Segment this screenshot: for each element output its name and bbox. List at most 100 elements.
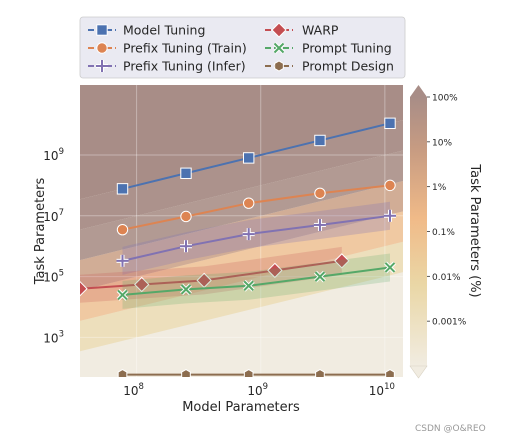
series-prompt-tuning <box>116 253 396 309</box>
hexagon-marker <box>117 369 128 377</box>
x-marker-stroke <box>384 262 396 273</box>
x-marker-stroke <box>314 271 326 282</box>
plus-marker <box>242 228 255 241</box>
plus-marker <box>383 209 396 222</box>
x-marker-stroke <box>273 42 285 54</box>
x-marker <box>273 42 285 54</box>
x-marker-stroke <box>243 280 254 291</box>
colorbar-tick-label: 0.01% <box>432 273 461 283</box>
legend-label: Prompt Design <box>302 59 394 74</box>
confidence-band <box>122 253 390 309</box>
percentage-band <box>80 241 403 352</box>
legend-item: Model Tuning <box>88 23 205 38</box>
legend-box <box>79 16 406 79</box>
colorbar: 100% 10% 1% 0.1% 0.01% 0.001% <box>409 85 467 379</box>
legend: Model Tuning Prefix Tuning (Train) Prefix … <box>79 16 406 79</box>
plus-marker <box>313 218 326 231</box>
circle-marker <box>242 197 255 209</box>
colorbar-top-arrow <box>410 85 427 97</box>
percentage-bands <box>80 85 403 377</box>
y-tick-label: 109 <box>43 147 64 163</box>
x-tick-label: 108 <box>123 382 144 398</box>
x-marker <box>242 279 255 292</box>
legend-item: Prefix Tuning (Infer) <box>88 59 246 74</box>
legend-item: Prompt Design <box>265 59 394 74</box>
square-marker <box>180 167 192 179</box>
square-marker <box>384 117 396 130</box>
hexagon-marker <box>315 369 325 377</box>
hexagon-marker <box>274 60 284 72</box>
square-marker <box>116 183 129 195</box>
y-axis-label: Task Parameters <box>33 177 48 285</box>
diamond-marker <box>134 276 150 293</box>
percentage-band <box>80 211 403 321</box>
plus-marker <box>96 60 108 72</box>
watermark: CSDN @O&REO <box>415 424 486 434</box>
colorbar-tick-label: 1% <box>432 183 447 193</box>
hexagon-marker <box>181 369 191 377</box>
x-marker-stroke <box>180 284 192 295</box>
diamond-marker <box>334 253 350 269</box>
y-tick-label: 103 <box>43 329 64 345</box>
circle-marker <box>180 210 192 223</box>
series-prefix-tuning-train <box>116 179 396 236</box>
x-axis-label: Model Parameters <box>182 400 300 415</box>
x-marker <box>116 289 129 301</box>
square-marker <box>314 134 326 147</box>
series-layer <box>80 117 396 377</box>
series-prefix-tuning-infer <box>116 201 396 275</box>
square-marker <box>96 24 108 36</box>
legend-label: Prompt Tuning <box>302 41 392 56</box>
y-tick-exponent: 3 <box>59 329 64 339</box>
y-tick-exponent: 7 <box>59 208 64 218</box>
circle-marker <box>96 42 108 54</box>
x-marker <box>180 283 192 296</box>
y-tick-exponent: 9 <box>59 147 64 157</box>
colorbar-bottom-arrow <box>409 365 428 379</box>
confidence-band <box>80 246 342 303</box>
legend-label: Model Tuning <box>123 23 205 38</box>
diamond-marker <box>80 281 88 297</box>
circle-marker <box>314 187 326 199</box>
hexagon-marker <box>243 369 254 377</box>
diamond-marker <box>271 22 287 38</box>
percentage-band <box>80 120 403 230</box>
circle-marker <box>384 179 396 192</box>
x-tick-label: 1010 <box>369 382 395 398</box>
series-prompt-design <box>117 369 395 377</box>
colorbar-tick-label: 100% <box>432 94 458 104</box>
colorbar-tick-label: 10% <box>432 138 452 148</box>
diamond-marker <box>267 262 283 279</box>
x-tick-exponent: 10 <box>384 382 395 392</box>
grid-lines <box>80 85 403 377</box>
legend-item: WARP <box>265 22 339 38</box>
colorbar-gradient <box>410 97 427 366</box>
colorbar-tick-label: 0.001% <box>432 318 467 328</box>
legend-label: WARP <box>302 23 339 38</box>
series-warp <box>80 246 350 303</box>
legend-label: Prefix Tuning (Infer) <box>123 59 246 74</box>
circle-marker <box>116 223 129 236</box>
percentage-band <box>80 272 403 377</box>
legend-item: Prefix Tuning (Train) <box>88 41 247 56</box>
colorbar-label: Task Parameters (%) <box>467 163 482 297</box>
x-marker <box>314 270 326 283</box>
colorbar-tick-label: 0.1% <box>432 228 455 238</box>
legend-label: Prefix Tuning (Train) <box>123 41 247 56</box>
x-tick-exponent: 8 <box>139 382 144 392</box>
y-tick-exponent: 5 <box>59 269 64 279</box>
x-tick-label: 109 <box>247 382 268 398</box>
hexagon-marker <box>385 369 395 377</box>
x-marker-stroke <box>117 289 128 301</box>
series-model-tuning <box>116 117 396 195</box>
plus-marker <box>116 254 129 267</box>
square-marker <box>242 152 255 164</box>
legend-item: Prompt Tuning <box>265 41 392 56</box>
x-marker <box>384 261 396 274</box>
percentage-band <box>80 85 403 200</box>
plus-marker <box>179 240 192 253</box>
confidence-band <box>122 201 390 275</box>
x-tick-exponent: 9 <box>263 382 268 392</box>
